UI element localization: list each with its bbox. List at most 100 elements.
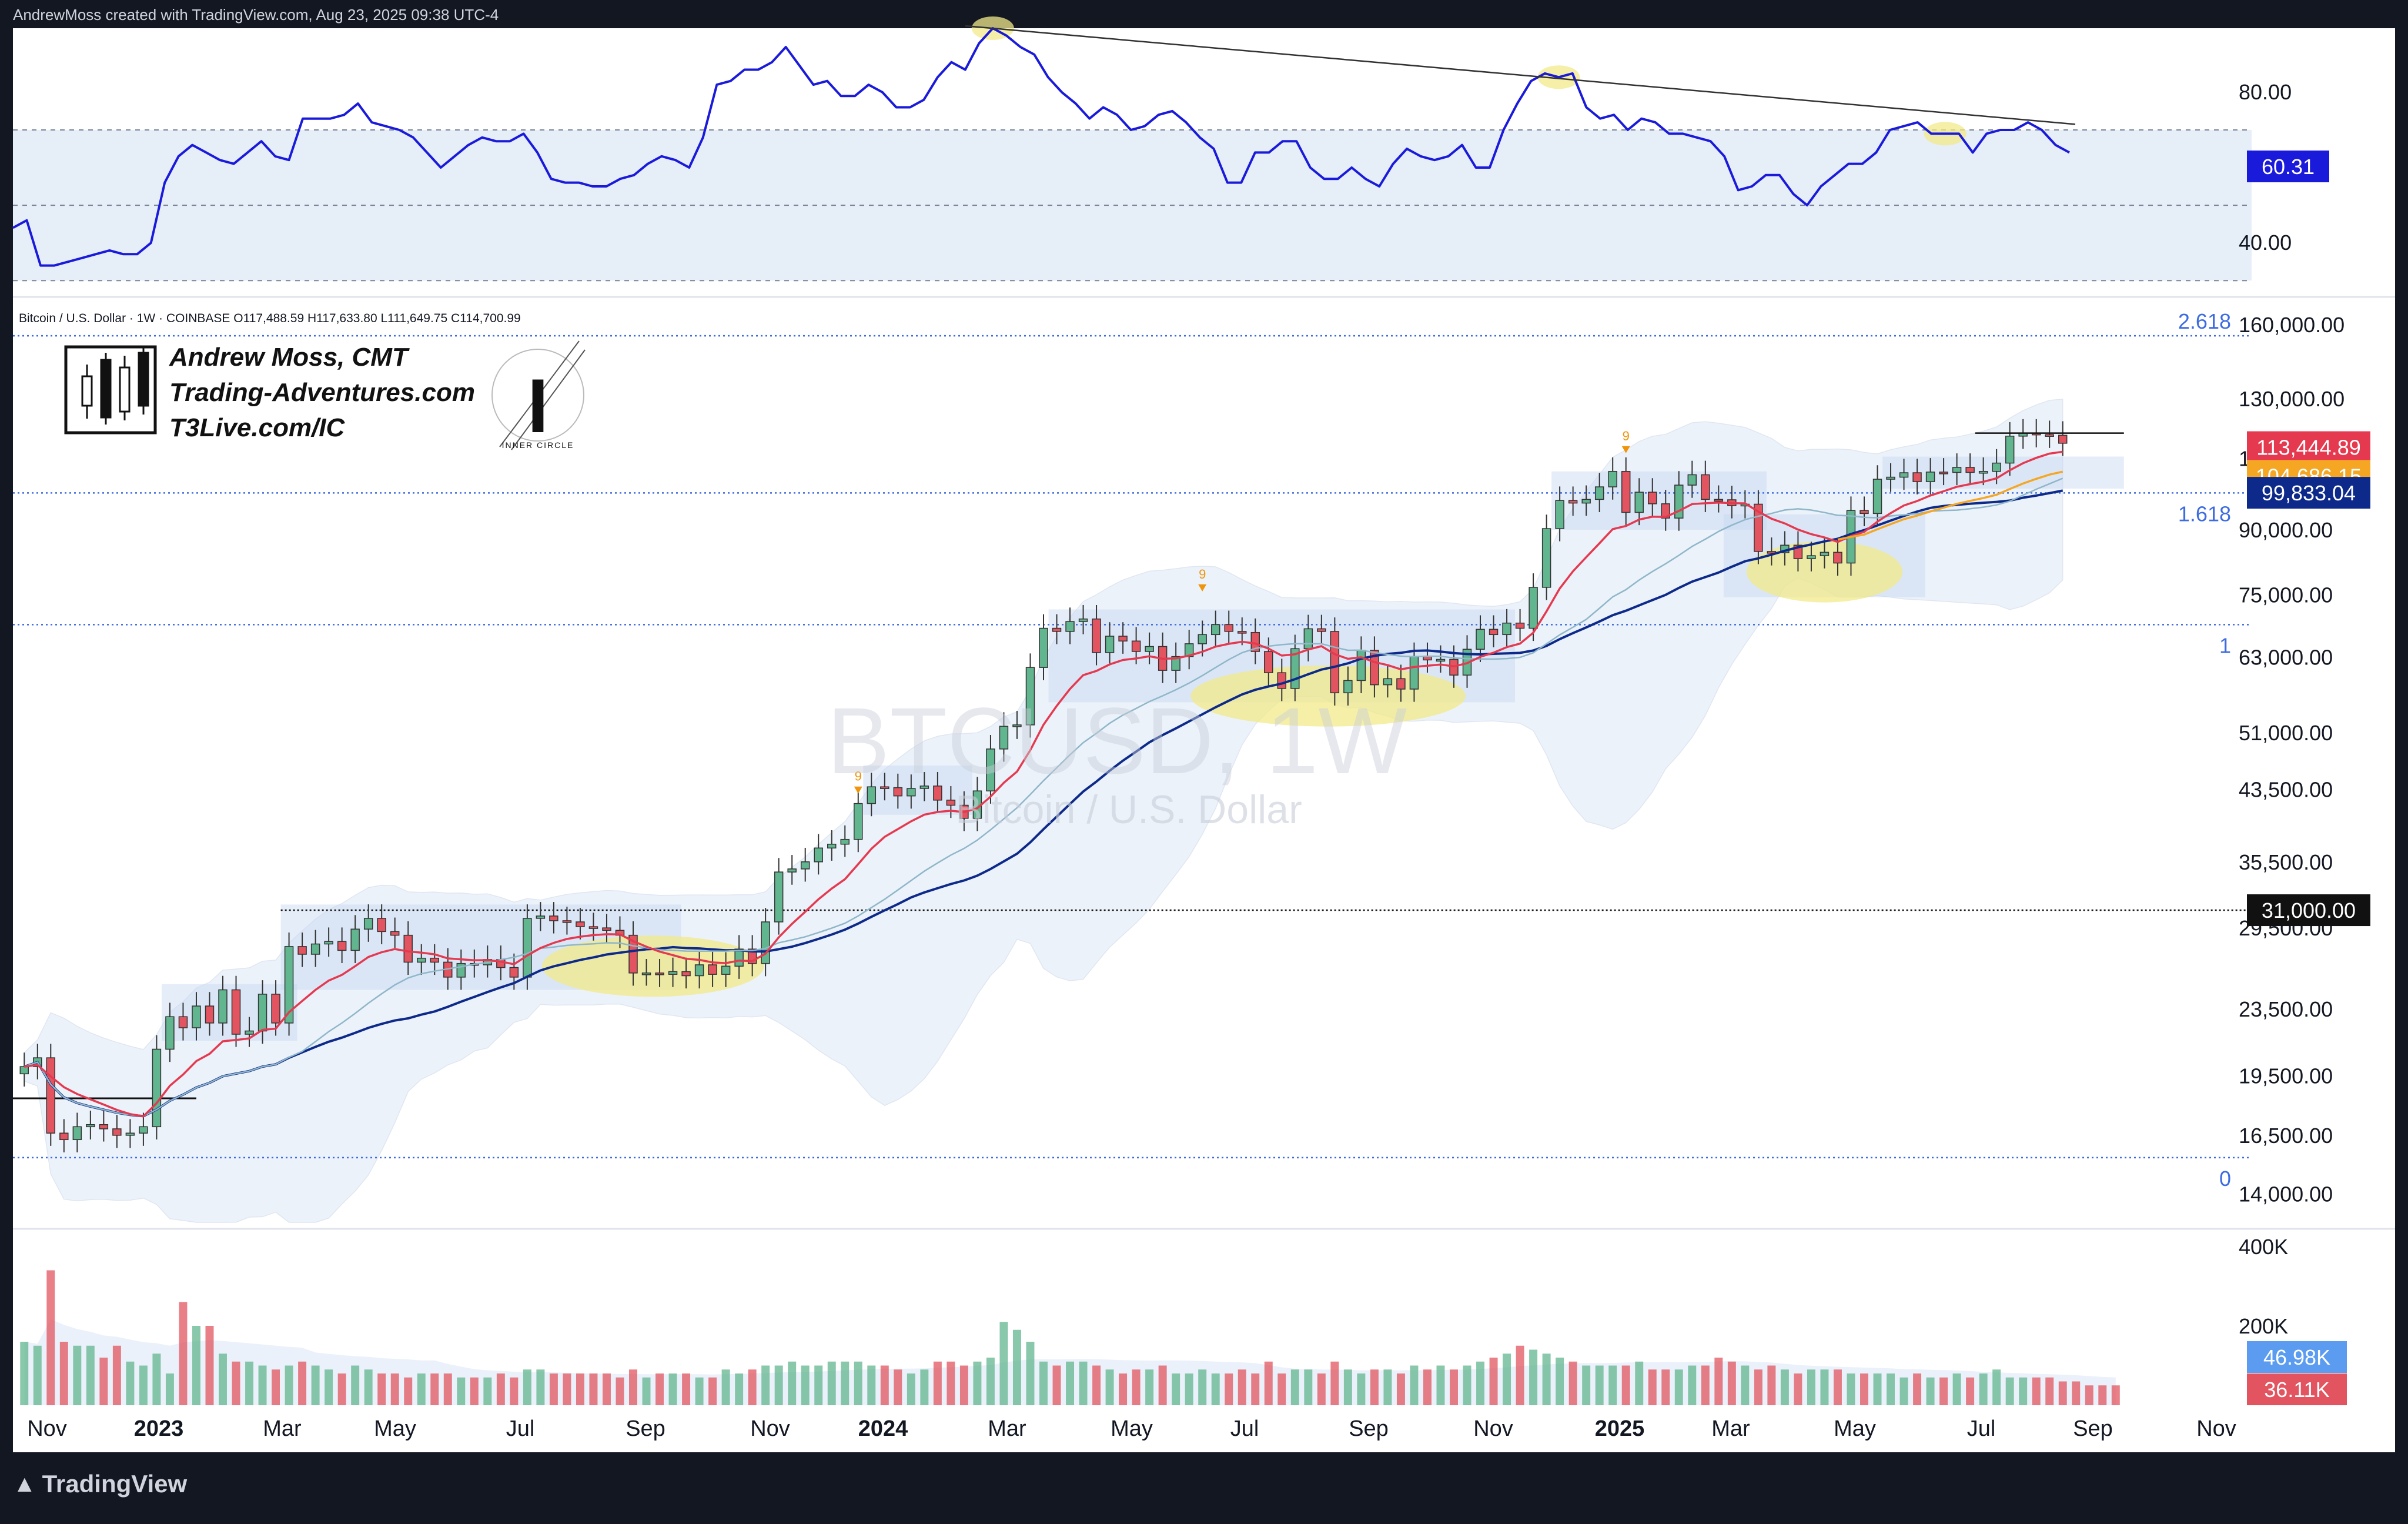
volume-bar [1410, 1365, 1419, 1405]
ema-orange-line [1837, 470, 2063, 541]
volume-bar [867, 1365, 876, 1405]
volume-bar [152, 1353, 161, 1405]
volume-tag-label: 46.98K [2263, 1345, 2330, 1369]
candle [337, 927, 347, 964]
volume-bar [1992, 1369, 2001, 1405]
td-marker-icon [1621, 446, 1630, 453]
volume-bar [1105, 1369, 1114, 1405]
candle [694, 951, 704, 989]
volume-bar [404, 1377, 413, 1405]
candle-body [1992, 462, 2001, 472]
tradingview-brand[interactable]: ▲ TradingView [13, 1470, 187, 1498]
x-tick-label: Jul [506, 1416, 535, 1441]
x-tick-label: 2025 [1595, 1416, 1645, 1441]
volume-bar [1343, 1369, 1352, 1405]
volume-tick-label: 200K [2239, 1314, 2288, 1338]
candle-body [403, 934, 413, 963]
volume-bar [1899, 1377, 1908, 1405]
volume-bar [1132, 1369, 1141, 1405]
candle [1687, 460, 1697, 498]
volume-bar [1926, 1377, 1935, 1405]
rsi-panel [12, 16, 2395, 298]
volume-bar [1542, 1353, 1551, 1405]
logo-candle-body [100, 359, 112, 419]
candle-body [1198, 634, 1207, 644]
x-tick-label: Sep [626, 1416, 665, 1441]
price-tag-label: 99,833.04 [2262, 481, 2356, 505]
volume-bar [510, 1377, 519, 1405]
emblem-circle [491, 349, 584, 442]
volume-bar [721, 1369, 730, 1405]
price-tick-label: 19,500.00 [2239, 1064, 2333, 1088]
volume-bar [1873, 1373, 1882, 1405]
volume-bar [1172, 1373, 1180, 1405]
candle [840, 825, 850, 857]
candle-body [363, 918, 373, 930]
volume-bar [86, 1345, 95, 1405]
candle-body [72, 1126, 82, 1141]
candle [1105, 622, 1115, 666]
price-tag [2247, 894, 2370, 927]
price-tick-label: 130,000.00 [2239, 387, 2345, 411]
candle [363, 904, 373, 942]
volume-bar [1568, 1361, 1577, 1405]
candle-body [1078, 619, 1088, 622]
volume-bar [1238, 1369, 1246, 1405]
candle [1568, 486, 1578, 516]
volume-bar [1979, 1373, 1988, 1405]
logo-candle-body [81, 375, 93, 407]
candle-body [59, 1132, 69, 1141]
candle-body [1872, 479, 1882, 514]
candle-body [1489, 629, 1499, 636]
candle [1383, 664, 1393, 698]
logo-line-1: Andrew Moss, CMT [169, 343, 410, 372]
candle [1092, 604, 1101, 666]
candle-body [655, 972, 664, 975]
consolidation-box [863, 765, 972, 815]
candle [218, 975, 228, 1036]
volume-bar [999, 1322, 1008, 1405]
candle-body [1303, 628, 1313, 650]
candle [231, 975, 241, 1047]
candle-body [1807, 555, 1816, 559]
candle-body [509, 967, 519, 978]
candle-body [734, 948, 744, 967]
candle [99, 1110, 109, 1142]
volume-bar [1661, 1369, 1670, 1405]
price-tick-label: 63,000.00 [2239, 646, 2333, 670]
candle [1529, 573, 1538, 641]
x-tick-label: May [374, 1416, 416, 1441]
symbol-watermark: BTCUSD, 1W [827, 688, 1407, 793]
candle-body [1515, 622, 1525, 629]
x-tick-label: Mar [1711, 1416, 1750, 1441]
volume-bar [827, 1361, 836, 1405]
candle-body [1912, 472, 1922, 482]
candle-body [1370, 650, 1379, 686]
fib-label: 2.618 [2178, 309, 2231, 333]
volume-bar [1833, 1369, 1842, 1405]
candle [1648, 478, 1657, 517]
volume-bar [1701, 1365, 1710, 1405]
candle-body [1687, 474, 1697, 486]
candle-body [1568, 500, 1578, 504]
volume-bar [1158, 1365, 1167, 1405]
candle [1859, 496, 1869, 527]
candle-body [933, 786, 942, 801]
candle [867, 773, 877, 817]
candle [1238, 617, 1247, 646]
candle-body [523, 918, 532, 978]
volume-bar [112, 1345, 121, 1405]
candle-body [694, 964, 704, 977]
candle-body [1436, 659, 1446, 662]
candle-body [1555, 500, 1564, 529]
candle-body [1820, 552, 1830, 556]
candle-body [257, 994, 267, 1032]
volume-bar [325, 1369, 333, 1405]
candle [1581, 485, 1591, 516]
axes: 80.0040.0060.31160,000.00130,000.00110,0… [27, 80, 2370, 1441]
candle-body [1171, 656, 1180, 671]
volume-bar [2111, 1385, 2120, 1405]
volume-bar [390, 1373, 399, 1405]
candle [1978, 457, 1988, 486]
